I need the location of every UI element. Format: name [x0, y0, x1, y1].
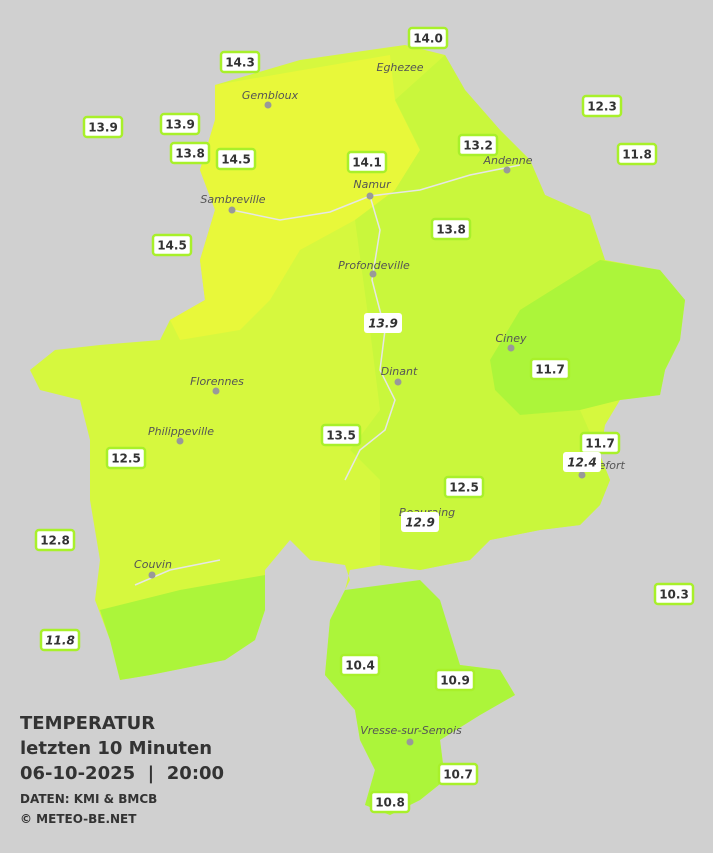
station-value: 11.8	[45, 634, 75, 648]
station-box	[219, 50, 261, 74]
city-dot	[406, 738, 414, 746]
station-box	[407, 26, 449, 50]
station-value: 13.9	[88, 121, 118, 135]
station-box	[320, 423, 362, 447]
city-label: Namur	[353, 178, 392, 191]
station-box	[169, 141, 211, 165]
copyright: © METEO-BE.NET	[20, 812, 137, 826]
station-box	[563, 452, 601, 472]
city-dot	[176, 437, 184, 445]
subtitle: letzten 10 Minuten	[20, 738, 212, 759]
city-dot	[148, 571, 156, 579]
station-box	[369, 790, 411, 814]
city-label: Vresse-sur-Semois	[360, 724, 462, 737]
station-value: 14.3	[225, 56, 255, 70]
station-value: 13.8	[175, 147, 205, 161]
station-value: 11.7	[535, 363, 565, 377]
city-label: Dinant	[381, 365, 418, 378]
station-box	[616, 142, 658, 166]
city-dot	[507, 344, 515, 352]
city-label: Profondeville	[338, 259, 410, 272]
station-value: 10.7	[443, 768, 473, 782]
city-label: Philippeville	[148, 425, 214, 438]
station-value: 13.9	[165, 118, 195, 132]
station-value: 10.3	[659, 588, 689, 602]
station-value: 11.8	[622, 148, 652, 162]
station-box	[443, 475, 485, 499]
timestamp: 06-10-2025 | 20:00	[20, 763, 224, 784]
station-box	[529, 357, 571, 381]
zone-warm	[170, 55, 420, 340]
station-value: 13.8	[436, 223, 466, 237]
station-value: 14.1	[352, 156, 382, 170]
city-label: Gembloux	[242, 89, 299, 102]
station-box	[401, 512, 439, 532]
station-box	[39, 628, 81, 652]
city-label: Couvin	[134, 558, 172, 571]
station-value: 12.5	[449, 481, 479, 495]
city-label: Ciney	[496, 332, 527, 345]
city-dot	[503, 166, 511, 174]
station-box	[430, 217, 472, 241]
zone-cool	[100, 575, 265, 680]
station-box	[159, 112, 201, 136]
source: DATEN: KMI & BMCB	[20, 792, 157, 806]
station-value: 12.9	[405, 516, 435, 530]
station-box	[105, 446, 147, 470]
city-dot	[212, 387, 220, 395]
station-box	[364, 313, 402, 333]
city-dot	[228, 206, 236, 214]
station-box	[215, 147, 257, 171]
station-box	[339, 653, 381, 677]
station-value: 14.5	[157, 239, 187, 253]
zone-middle	[350, 55, 610, 570]
title: TEMPERATUR	[20, 713, 155, 734]
station-box	[581, 94, 623, 118]
station-value: 10.9	[440, 674, 470, 688]
station-box	[151, 233, 193, 257]
station-value: 12.3	[587, 100, 617, 114]
station-box	[437, 762, 479, 786]
station-value: 13.9	[368, 317, 398, 331]
city-dot	[578, 471, 586, 479]
station-box	[34, 528, 76, 552]
station-box	[346, 150, 388, 174]
zone-cool	[325, 580, 515, 815]
station-value: 13.2	[463, 139, 493, 153]
city-label: Eghezee	[377, 61, 424, 74]
station-box	[434, 668, 476, 692]
city-label: Andenne	[483, 154, 533, 167]
station-value: 11.7	[585, 437, 615, 451]
city-dot	[264, 101, 272, 109]
station-value: 12.5	[111, 452, 141, 466]
station-box	[653, 582, 695, 606]
station-value: 14.0	[413, 32, 443, 46]
station-value: 12.8	[40, 534, 70, 548]
city-label: Florennes	[190, 375, 244, 388]
city-label: Sambreville	[200, 193, 265, 206]
city-dot	[366, 192, 374, 200]
city-dot	[369, 270, 377, 278]
city-dot	[394, 378, 402, 386]
station-value: 12.4	[567, 456, 597, 470]
station-value: 10.4	[345, 659, 375, 673]
station-value: 13.5	[326, 429, 356, 443]
station-value: 10.8	[375, 796, 405, 810]
station-value: 14.5	[221, 153, 251, 167]
station-box	[82, 115, 124, 139]
station-box	[457, 133, 499, 157]
